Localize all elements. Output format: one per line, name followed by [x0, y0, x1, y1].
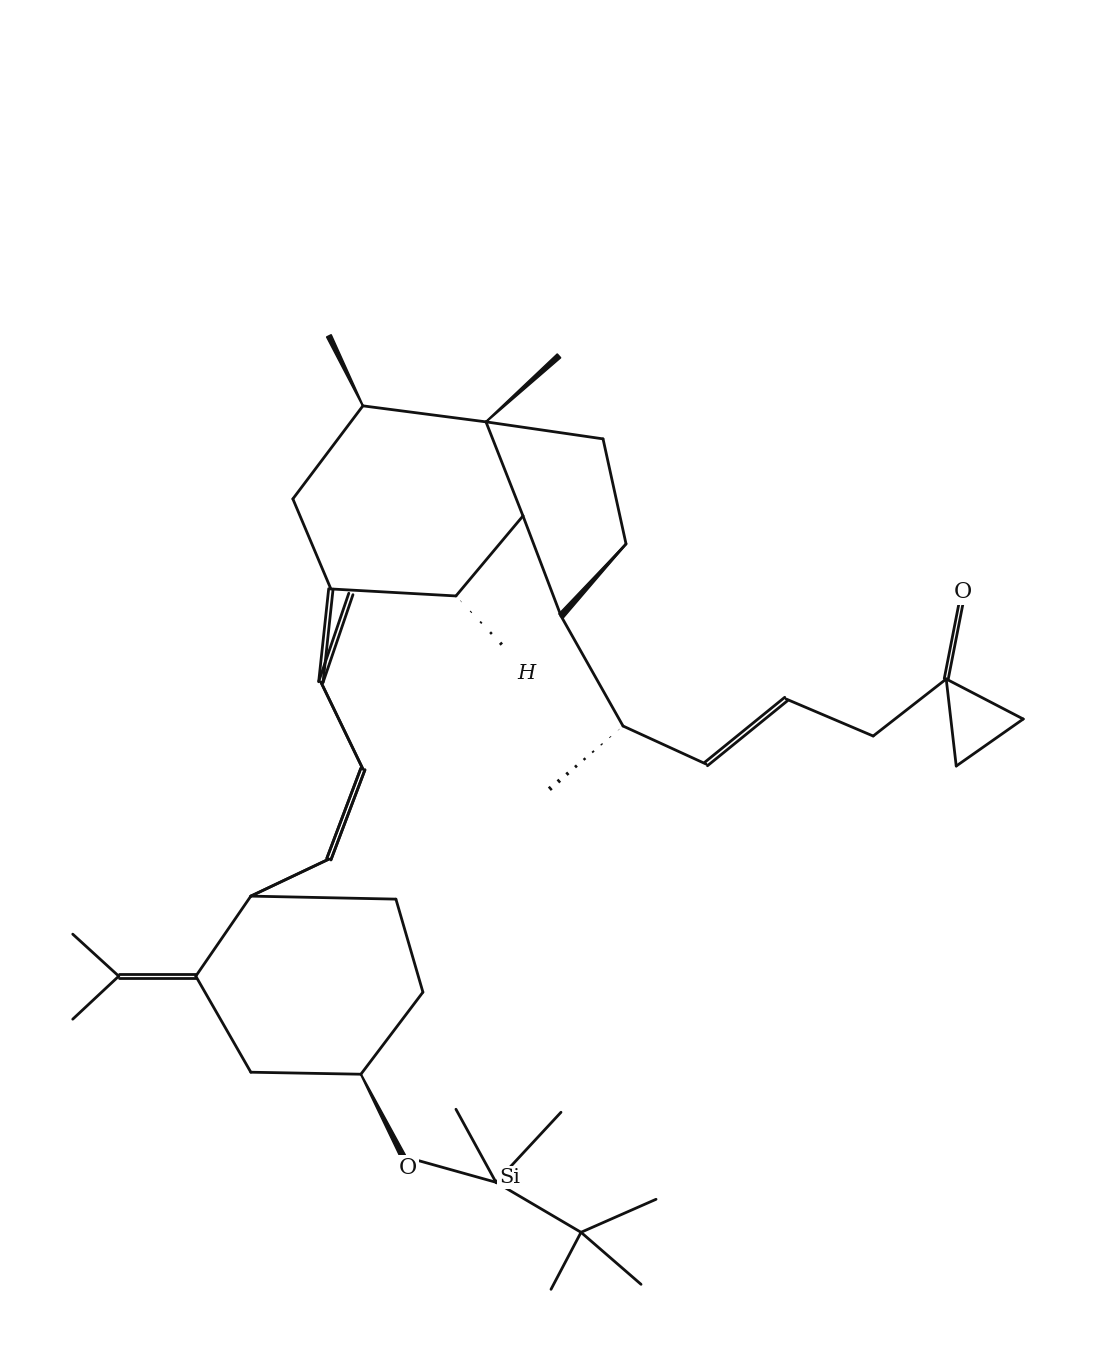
- Text: H: H: [517, 664, 536, 683]
- Text: O: O: [954, 581, 972, 603]
- Text: O: O: [399, 1157, 417, 1179]
- Polygon shape: [360, 1074, 406, 1157]
- Polygon shape: [486, 354, 561, 422]
- Polygon shape: [559, 543, 626, 618]
- Text: Si: Si: [499, 1168, 520, 1187]
- Polygon shape: [326, 334, 364, 406]
